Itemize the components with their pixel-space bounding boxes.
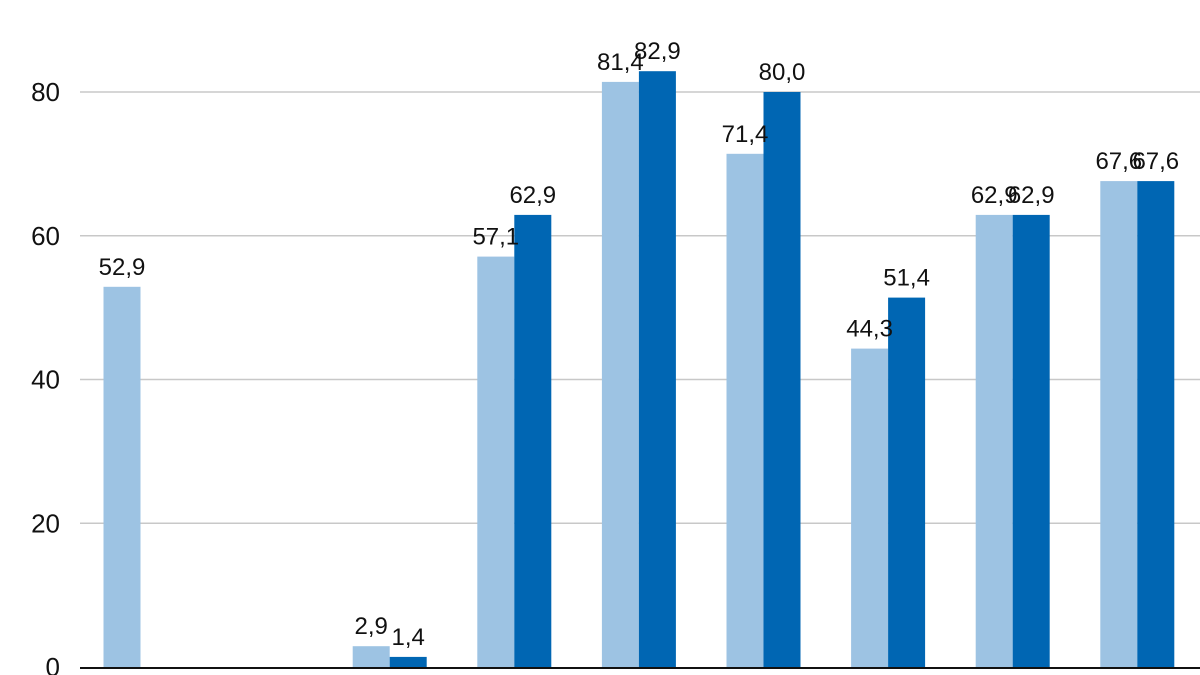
y-tick-label: 20 [31, 508, 60, 538]
data-label: 44,3 [846, 316, 893, 343]
data-label: 1,4 [392, 624, 425, 651]
data-label: 57,1 [472, 224, 519, 251]
bars [103, 71, 1175, 668]
bar [514, 214, 552, 667]
bar [1012, 214, 1050, 667]
bar [389, 656, 427, 667]
bar [1100, 181, 1138, 667]
data-label: 67,6 [1095, 148, 1142, 175]
y-tick-label: 0 [46, 652, 60, 675]
data-label: 67,6 [1132, 148, 1179, 175]
data-label: 62,9 [1008, 182, 1055, 209]
y-axis-ticks: 0 20 40 60 80 [31, 77, 60, 675]
data-label: 82,9 [634, 38, 681, 65]
data-label: 2,9 [355, 613, 388, 640]
bar [601, 81, 639, 667]
bar [726, 153, 764, 668]
bar [888, 297, 926, 667]
data-label: 51,4 [883, 265, 930, 292]
data-label: 52,9 [99, 254, 146, 281]
bar [103, 286, 141, 667]
bar [975, 214, 1013, 667]
data-labels: 52,9 2,9 57,1 81,4 71,4 44,3 62,9 67,6 1,4 62,9 82… [99, 38, 1180, 651]
y-tick-label: 80 [31, 77, 60, 107]
data-label: 62,9 [509, 182, 556, 209]
data-label: 81,4 [597, 49, 644, 76]
data-label: 71,4 [722, 121, 769, 148]
bar [763, 92, 801, 667]
data-label: 80,0 [759, 59, 806, 86]
bar [1137, 181, 1175, 667]
bar [851, 348, 889, 667]
y-tick-label: 40 [31, 365, 60, 395]
bar [352, 646, 390, 667]
y-tick-label: 60 [31, 221, 60, 251]
bar [638, 71, 676, 667]
bar [477, 256, 515, 667]
data-label: 62,9 [971, 182, 1018, 209]
